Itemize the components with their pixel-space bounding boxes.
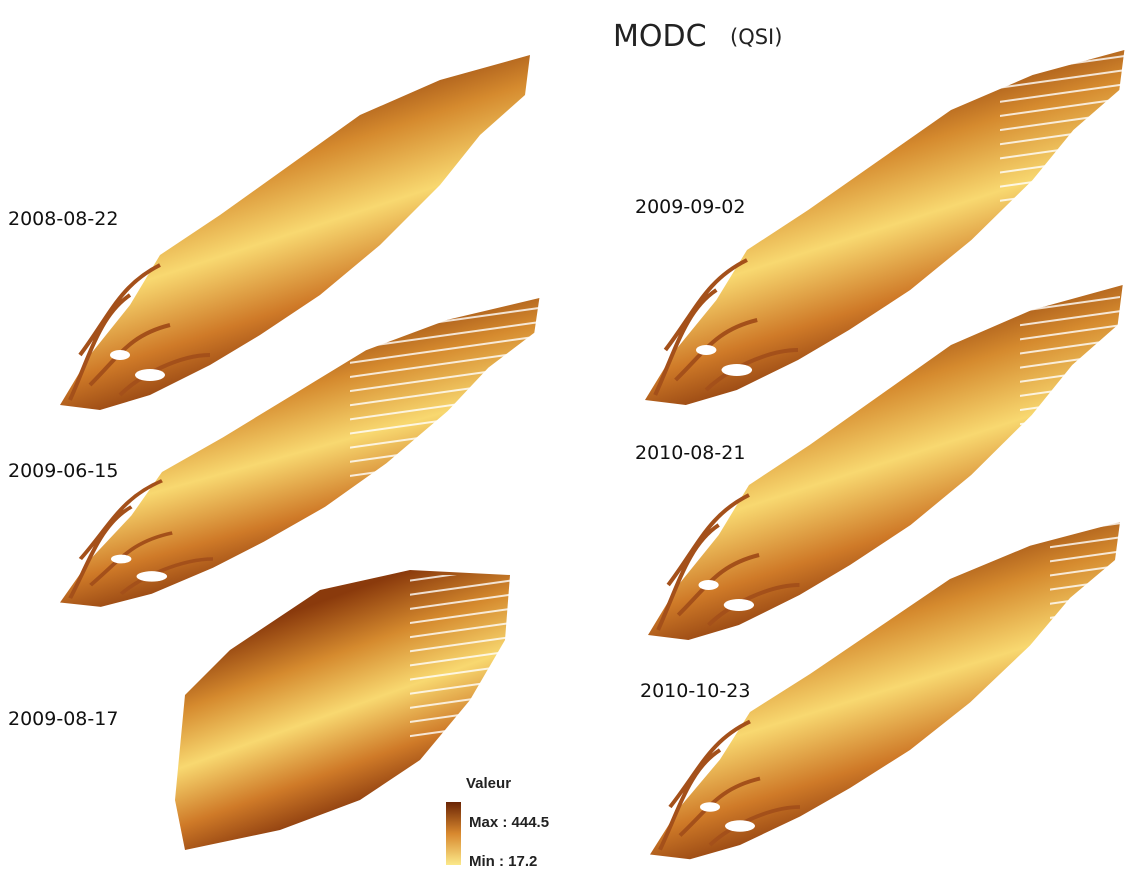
date-label: 2008-08-22 bbox=[8, 208, 118, 230]
map bbox=[175, 570, 510, 850]
date-label: 2009-09-02 bbox=[635, 196, 745, 218]
legend-max: Max : 444.5 bbox=[469, 814, 549, 831]
date-label: 2009-06-15 bbox=[8, 460, 118, 482]
legend: Valeur Max : 444.5 Min : 17.2 bbox=[446, 775, 549, 870]
legend-title: Valeur bbox=[466, 775, 511, 792]
date-label: 2009-08-17 bbox=[8, 708, 118, 730]
title: MODC bbox=[613, 19, 707, 54]
map bbox=[648, 285, 1123, 640]
map bbox=[645, 50, 1125, 405]
subtitle: (QSI) bbox=[730, 25, 782, 49]
date-label: 2010-08-21 bbox=[635, 442, 745, 464]
map bbox=[648, 520, 1122, 862]
date-label: 2010-10-23 bbox=[640, 680, 750, 702]
legend-min: Min : 17.2 bbox=[469, 853, 537, 870]
legend-bar bbox=[446, 802, 461, 865]
map bbox=[60, 298, 540, 607]
